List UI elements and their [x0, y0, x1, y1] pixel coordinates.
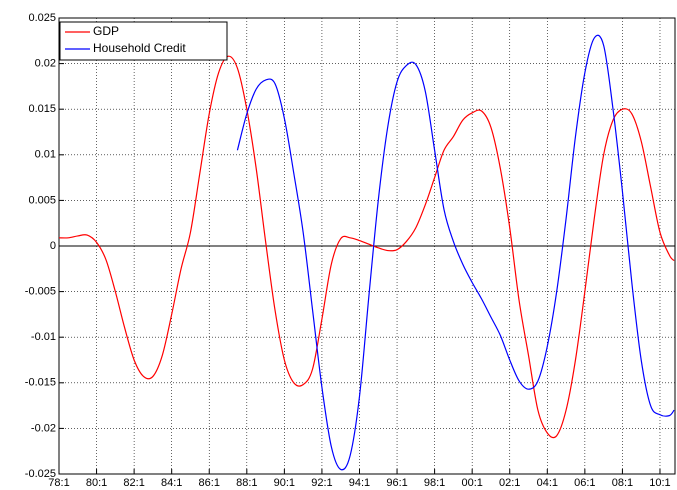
y-tick-label: -0.01 [31, 331, 56, 343]
y-tick-label: 0.01 [35, 149, 56, 161]
y-tick-label: -0.02 [31, 422, 56, 434]
y-tick-label: 0.025 [28, 12, 56, 24]
legend-box [59, 21, 228, 61]
legend-label: Household Credit [93, 41, 186, 55]
x-tick-label: 78:1 [48, 477, 69, 489]
y-tick-label: 0.02 [35, 58, 56, 70]
y-tick-label: 0.005 [28, 194, 56, 206]
x-tick-label: 08:1 [612, 477, 633, 489]
x-tick-label: 86:1 [199, 477, 220, 489]
line-series [236, 34, 675, 471]
y-tick-label: -0.025 [25, 468, 56, 480]
x-tick-label: 04:1 [537, 477, 558, 489]
x-tick-label: 10:1 [649, 477, 670, 489]
x-tick-label: 02:1 [499, 477, 520, 489]
x-tick-label: 92:1 [311, 477, 332, 489]
x-tick-label: 94:1 [349, 477, 370, 489]
x-tick-label: 98:1 [424, 477, 445, 489]
y-tick-label: 0 [50, 240, 56, 252]
x-tick-label: 88:1 [236, 477, 257, 489]
legend-label: GDP [93, 24, 119, 38]
x-tick-label: 00:1 [461, 477, 482, 489]
line-series [58, 55, 675, 439]
x-tick-label: 96:1 [386, 477, 407, 489]
y-tick-label: 0.015 [28, 103, 56, 115]
x-tick-label: 90:1 [274, 477, 295, 489]
x-tick-label: 84:1 [161, 477, 182, 489]
y-tick-label: -0.015 [25, 377, 56, 389]
y-tick-label: -0.005 [25, 286, 56, 298]
x-tick-label: 80:1 [86, 477, 107, 489]
x-tick-label: 82:1 [123, 477, 144, 489]
x-tick-label: 06:1 [574, 477, 595, 489]
